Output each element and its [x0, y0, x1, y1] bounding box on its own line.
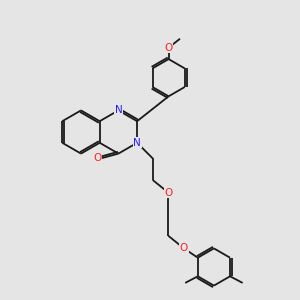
Text: O: O — [164, 43, 173, 53]
Text: O: O — [180, 243, 188, 254]
Text: O: O — [164, 188, 172, 198]
Text: N: N — [133, 138, 141, 148]
Text: N: N — [115, 105, 122, 116]
Text: O: O — [93, 153, 101, 163]
